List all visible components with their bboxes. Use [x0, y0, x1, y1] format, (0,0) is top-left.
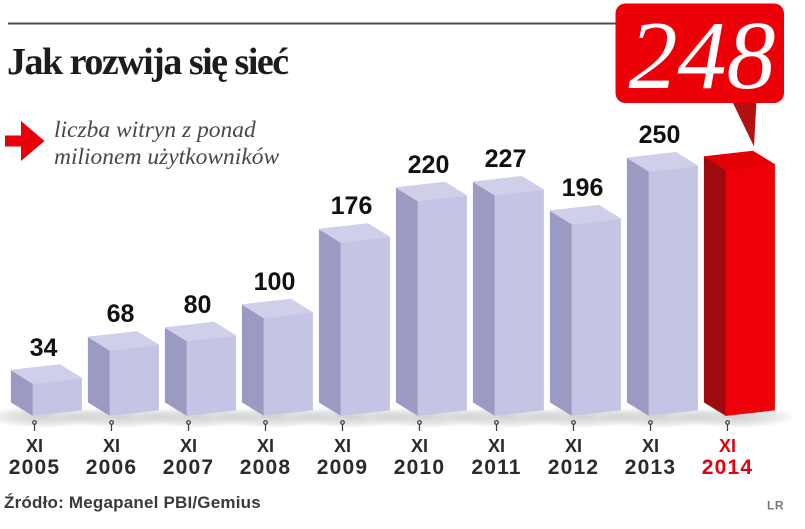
svg-text:2009: 2009 [317, 456, 369, 479]
svg-text:XI: XI [334, 436, 351, 456]
svg-text:XI: XI [488, 436, 505, 456]
svg-text:2006: 2006 [86, 456, 138, 479]
svg-text:2005: 2005 [9, 456, 61, 479]
svg-text:XI: XI [180, 436, 197, 456]
svg-text:2014: 2014 [702, 456, 754, 479]
svg-text:68: 68 [107, 300, 135, 328]
svg-text:2008: 2008 [240, 456, 292, 479]
svg-text:XI: XI [565, 436, 582, 456]
svg-text:220: 220 [408, 151, 450, 179]
svg-text:2012: 2012 [548, 456, 600, 479]
svg-text:100: 100 [254, 268, 296, 296]
svg-text:176: 176 [331, 192, 373, 220]
svg-text:34: 34 [30, 334, 58, 362]
svg-text:XI: XI [103, 436, 120, 456]
svg-text:196: 196 [562, 174, 604, 202]
svg-text:2013: 2013 [625, 456, 677, 479]
svg-text:250: 250 [639, 121, 681, 149]
svg-text:80: 80 [184, 291, 212, 319]
svg-text:XI: XI [257, 436, 274, 456]
svg-text:XI: XI [719, 436, 736, 456]
svg-text:227: 227 [485, 145, 527, 173]
svg-text:XI: XI [26, 436, 43, 456]
svg-text:LR: LR [767, 499, 784, 513]
svg-text:248: 248 [629, 2, 776, 110]
svg-text:liczba witryn z ponad: liczba witryn z ponad [54, 117, 256, 143]
svg-text:Źródło: Megapanel PBI/Gemius: Źródło: Megapanel PBI/Gemius [4, 493, 261, 512]
svg-text:XI: XI [642, 436, 659, 456]
svg-text:2011: 2011 [471, 456, 521, 479]
svg-text:Jak rozwija się sieć: Jak rozwija się sieć [7, 41, 288, 83]
svg-text:2010: 2010 [394, 456, 446, 479]
svg-text:2007: 2007 [163, 456, 215, 479]
svg-text:milionem użytkowników: milionem użytkowników [54, 144, 280, 170]
svg-text:XI: XI [411, 436, 428, 456]
